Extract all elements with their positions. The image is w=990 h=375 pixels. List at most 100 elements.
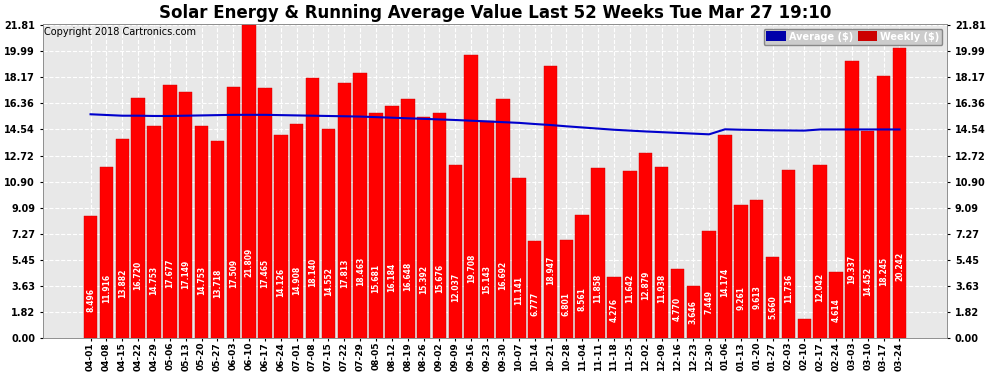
Legend: Average ($), Weekly ($): Average ($), Weekly ($) [763,28,942,45]
Text: 17.465: 17.465 [260,260,269,288]
Bar [148,126,160,338]
Title: Solar Energy & Running Average Value Last 52 Weeks Tue Mar 27 19:10: Solar Energy & Running Average Value Las… [158,4,832,22]
Text: 13.882: 13.882 [118,268,127,298]
Text: 17.149: 17.149 [181,260,190,289]
Text: 20.242: 20.242 [895,252,904,281]
Bar [258,87,271,338]
Bar [512,178,526,338]
Bar [417,117,431,338]
Text: 15.143: 15.143 [482,266,492,294]
Text: 12.879: 12.879 [642,271,650,300]
Text: 14.552: 14.552 [324,267,333,296]
Bar [528,241,542,338]
Text: 5.660: 5.660 [768,295,777,319]
Text: 15.392: 15.392 [419,265,428,294]
Text: 4.276: 4.276 [610,298,619,322]
Text: 11.736: 11.736 [784,274,793,303]
Bar [686,285,700,338]
Text: 9.613: 9.613 [752,285,761,309]
Bar [179,92,192,338]
Bar [830,272,842,338]
Bar [433,113,446,338]
Bar [385,106,399,338]
Text: 16.184: 16.184 [387,262,396,292]
Text: 17.813: 17.813 [340,258,348,288]
Text: 12.042: 12.042 [816,273,825,302]
Bar [893,48,906,338]
Bar [211,141,224,338]
Text: 16.648: 16.648 [403,261,412,291]
Text: 9.261: 9.261 [737,286,745,310]
Bar [243,25,255,338]
Text: 16.692: 16.692 [498,261,508,291]
Text: 14.452: 14.452 [863,267,872,296]
Bar [623,171,637,338]
Bar [639,153,652,338]
Bar [480,121,494,338]
Bar [559,240,573,338]
Text: 6.801: 6.801 [562,292,571,316]
Text: 19.708: 19.708 [466,253,476,283]
Text: 8.496: 8.496 [86,288,95,312]
Text: 11.916: 11.916 [102,274,111,303]
Bar [798,319,811,338]
Text: 11.642: 11.642 [626,274,635,303]
Text: 18.947: 18.947 [546,255,555,285]
Text: 4.770: 4.770 [673,297,682,321]
Bar [845,61,858,338]
Text: 15.676: 15.676 [435,264,444,293]
Text: 14.126: 14.126 [276,268,285,297]
Bar [735,205,747,338]
Bar [290,124,304,338]
Text: 18.140: 18.140 [308,258,317,287]
Bar [766,257,779,338]
Bar [814,165,827,338]
Bar [861,131,874,338]
Text: 14.753: 14.753 [149,266,158,296]
Bar [195,126,208,338]
Text: 3.646: 3.646 [689,300,698,324]
Text: 16.720: 16.720 [134,261,143,290]
Text: 14.174: 14.174 [721,268,730,297]
Bar [719,135,732,338]
Bar [100,167,113,338]
Bar [227,87,240,338]
Text: 14.908: 14.908 [292,266,301,295]
Text: 17.677: 17.677 [165,258,174,288]
Bar [591,168,605,338]
Text: 11.858: 11.858 [594,274,603,303]
Bar [575,215,589,338]
Bar [369,113,383,338]
Bar [654,167,668,338]
Text: 17.509: 17.509 [229,259,238,288]
Bar [132,98,145,338]
Bar [338,82,351,338]
Bar [544,66,557,338]
Text: 4.614: 4.614 [832,298,841,322]
Bar [464,56,478,338]
Bar [353,73,367,338]
Text: 19.337: 19.337 [847,254,856,284]
Text: 7.449: 7.449 [705,290,714,314]
Bar [670,270,684,338]
Text: 18.245: 18.245 [879,257,888,286]
Bar [306,78,320,338]
Bar [877,76,890,338]
Bar [496,99,510,338]
Text: 11.938: 11.938 [657,273,666,303]
Bar [401,99,415,338]
Bar [782,170,795,338]
Bar [607,276,621,338]
Text: 6.777: 6.777 [531,292,540,316]
Text: 15.681: 15.681 [371,264,380,293]
Text: 12.037: 12.037 [450,273,459,303]
Bar [84,216,97,338]
Bar [750,200,763,338]
Text: Copyright 2018 Cartronics.com: Copyright 2018 Cartronics.com [44,27,196,37]
Bar [163,84,176,338]
Text: 14.753: 14.753 [197,266,206,296]
Bar [116,139,129,338]
Bar [322,129,336,338]
Text: 21.809: 21.809 [245,248,253,277]
Bar [448,165,462,338]
